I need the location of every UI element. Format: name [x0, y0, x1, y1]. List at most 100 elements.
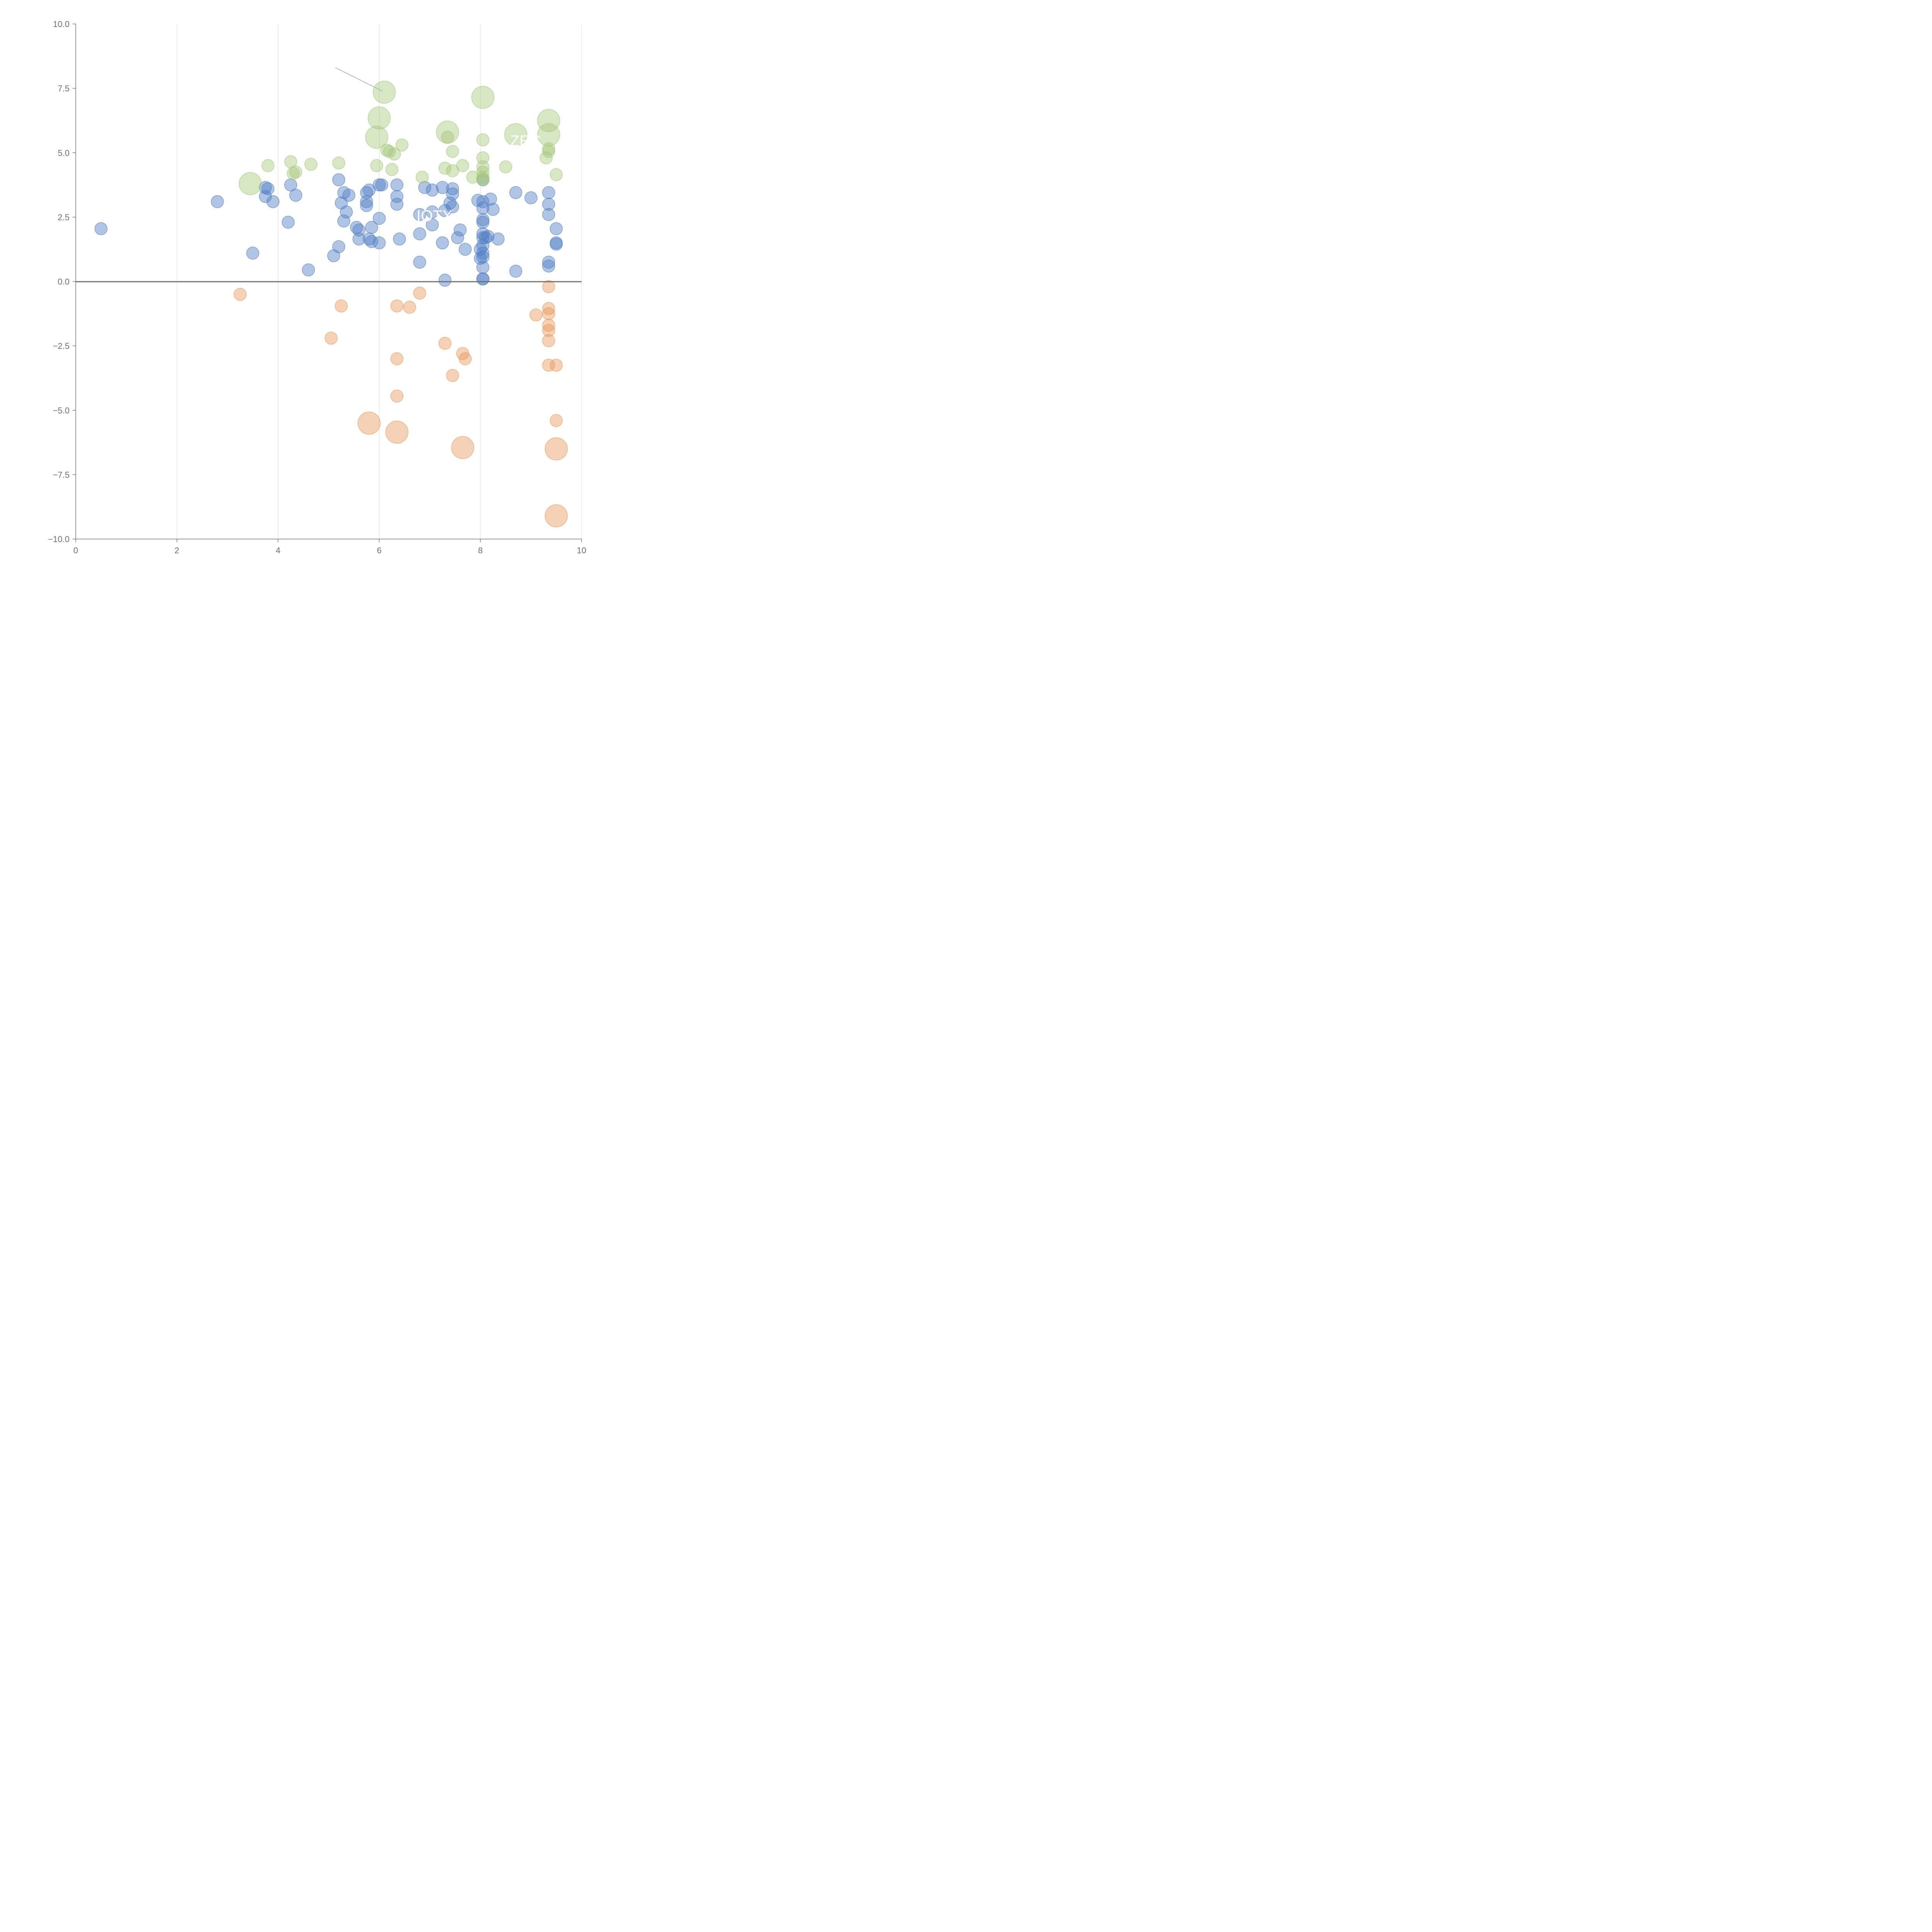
x-tick-label: 0	[73, 546, 78, 555]
orange-bubble-0	[233, 288, 247, 301]
blue-bubble-2	[246, 247, 259, 260]
blue-bubble-5	[259, 181, 272, 194]
blue-bubble-33	[390, 197, 403, 211]
blue-bubble-4	[261, 182, 275, 196]
orange-bubble-16	[542, 319, 555, 332]
blue-bubble-41	[426, 184, 439, 197]
blue-bubble-42	[426, 218, 439, 231]
callout-layer: ZEC IOTX	[335, 67, 541, 224]
blue-bubble-25	[362, 184, 376, 197]
blue-bubble-69	[476, 250, 490, 264]
green-bubble-24	[476, 173, 490, 186]
x-tick-label: 8	[478, 546, 483, 555]
orange-bubble-7	[413, 286, 426, 300]
blue-bubble-7	[282, 216, 295, 229]
x-tick-label: 2	[175, 546, 179, 555]
blue-bubble-76	[509, 265, 522, 278]
blue-bubble-17	[340, 205, 353, 219]
blue-bubble-49	[446, 187, 459, 201]
blue-bubble-60	[476, 247, 490, 260]
blue-bubble-22	[360, 199, 373, 212]
blue-bubble-80	[542, 255, 555, 269]
blue-bubble-53	[454, 223, 467, 236]
blue-bubble-82	[542, 197, 555, 211]
blue-bubble-50	[446, 182, 459, 196]
orange-bubble-15	[542, 307, 555, 320]
callout-label-iotx: IOTX	[417, 207, 452, 224]
y-tick-label: 0.0	[58, 277, 70, 287]
orange-bubble-13	[542, 280, 555, 293]
blue-bubble-70	[476, 272, 490, 286]
orange-bubble-19	[542, 359, 555, 372]
tick-layer: 10.0 7.5 5.0 2.5 0.0 −2.5 −5.0 −7.5 −10.00 2 4 6 8 10	[48, 19, 586, 555]
blue-bubble-45	[436, 236, 449, 250]
green-large-bubble-6	[504, 123, 527, 146]
y-tick-label: −2.5	[53, 341, 70, 351]
green-bubble-28	[542, 145, 555, 158]
y-tick-label: −5.0	[53, 406, 70, 415]
green-bubble-15	[446, 164, 459, 177]
orange-large-bubble-2	[451, 436, 474, 459]
blue-bubble-74	[486, 203, 500, 216]
blue-bubble-27	[365, 221, 378, 234]
blue-bubble-78	[524, 191, 537, 204]
blue-bubble-52	[451, 231, 464, 244]
orange-bubble-6	[403, 301, 416, 314]
blue-bubble-40	[418, 181, 431, 194]
y-tick-label: 10.0	[53, 19, 70, 29]
blue-bubble-20	[352, 232, 366, 246]
bubble-layer	[94, 80, 568, 527]
blue-bubble-30	[372, 212, 386, 225]
orange-bubble-9	[446, 369, 459, 382]
blue-bubble-10	[302, 263, 315, 277]
blue-bubble-79	[542, 259, 555, 273]
blue-bubble-0	[94, 222, 108, 235]
green-large-bubble-0	[238, 172, 262, 195]
callout-label-zec: ZEC	[510, 133, 541, 150]
blue-bubble-44	[436, 181, 449, 194]
green-bubble-19	[476, 133, 490, 146]
green-bubble-18	[466, 170, 480, 184]
blue-bubble-46	[438, 204, 452, 217]
orange-bubble-4	[390, 352, 403, 366]
leader-line	[335, 67, 383, 92]
y-tick-label: 2.5	[58, 213, 70, 222]
green-bubble-6	[370, 159, 383, 172]
blue-bubble-39	[413, 208, 426, 221]
blue-bubble-18	[342, 189, 355, 202]
orange-bubble-5	[390, 389, 403, 403]
x-tick-label: 10	[577, 546, 586, 555]
series-green	[238, 80, 563, 195]
green-large-bubble-8	[537, 123, 560, 146]
green-bubble-17	[456, 159, 469, 172]
green-bubble-29	[549, 168, 563, 181]
orange-bubble-2	[335, 299, 348, 313]
orange-large-bubble-1	[385, 420, 408, 444]
green-bubble-21	[476, 160, 490, 173]
green-large-bubble-4	[436, 121, 459, 144]
green-bubble-10	[388, 147, 401, 161]
green-large-bubble-7	[537, 109, 560, 132]
orange-bubble-3	[390, 299, 403, 313]
blue-bubble-32	[375, 178, 388, 192]
series-blue	[94, 173, 563, 287]
orange-bubble-1	[325, 332, 338, 345]
green-bubble-25	[499, 160, 512, 173]
blue-bubble-47	[438, 274, 452, 287]
blue-bubble-43	[426, 205, 439, 219]
blue-bubble-54	[459, 243, 472, 256]
axes	[75, 24, 582, 539]
x-tick-label: 6	[377, 546, 381, 555]
green-bubble-20	[476, 151, 490, 165]
orange-bubble-18	[542, 334, 555, 347]
blue-bubble-29	[372, 236, 386, 250]
orange-bubble-21	[549, 414, 563, 427]
blue-bubble-86	[549, 222, 563, 235]
blue-bubble-24	[360, 186, 373, 199]
y-tick-label: −10.0	[48, 534, 70, 544]
blue-bubble-75	[492, 232, 505, 246]
blue-bubble-1	[211, 195, 224, 208]
green-bubble-9	[385, 163, 398, 176]
green-bubble-5	[332, 156, 345, 170]
green-bubble-3	[289, 165, 303, 179]
